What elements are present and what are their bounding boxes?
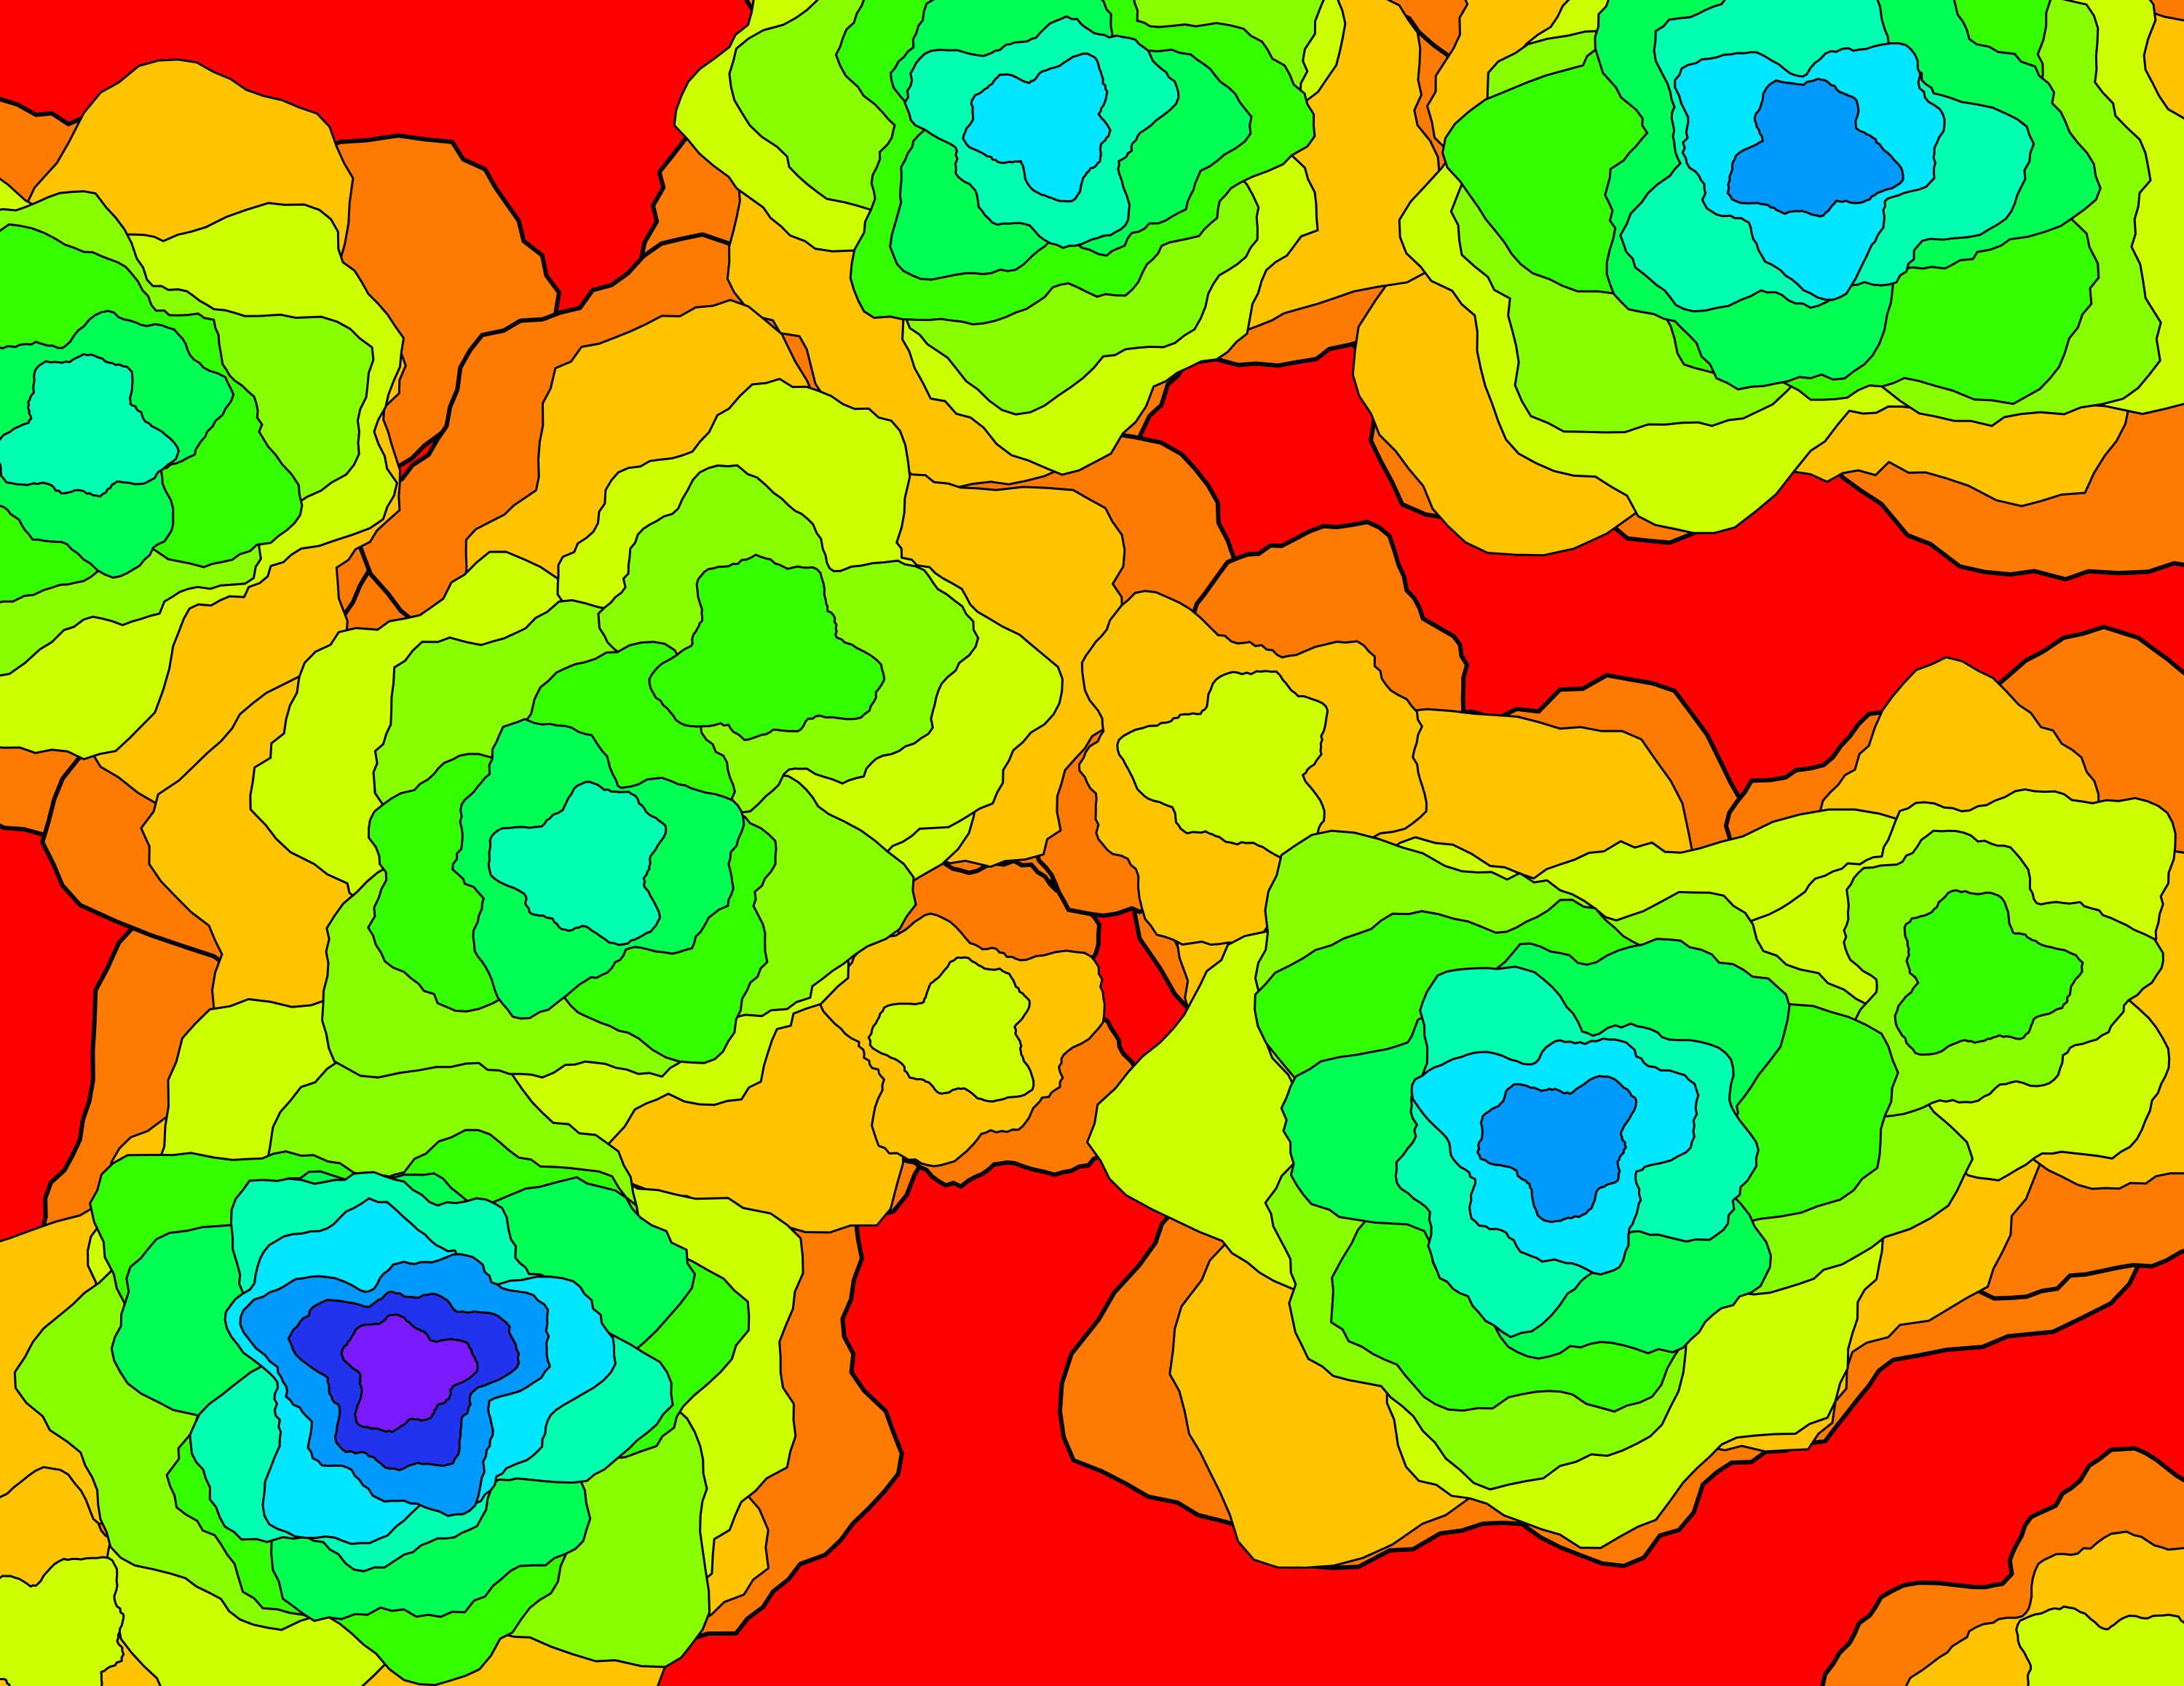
contour-band: [1894, 889, 2084, 1056]
contour-band: [1476, 1074, 1638, 1224]
contour-band: [648, 553, 886, 741]
contour-band: [962, 52, 1112, 203]
contour-band: [2015, 1605, 2184, 1686]
contour-band: [0, 352, 181, 498]
contour-band: [340, 1313, 479, 1433]
contour-band: [487, 780, 668, 946]
contour-band: [0, 1556, 125, 1686]
contour-band: [1726, 77, 1904, 218]
contour-band: [867, 956, 1035, 1103]
